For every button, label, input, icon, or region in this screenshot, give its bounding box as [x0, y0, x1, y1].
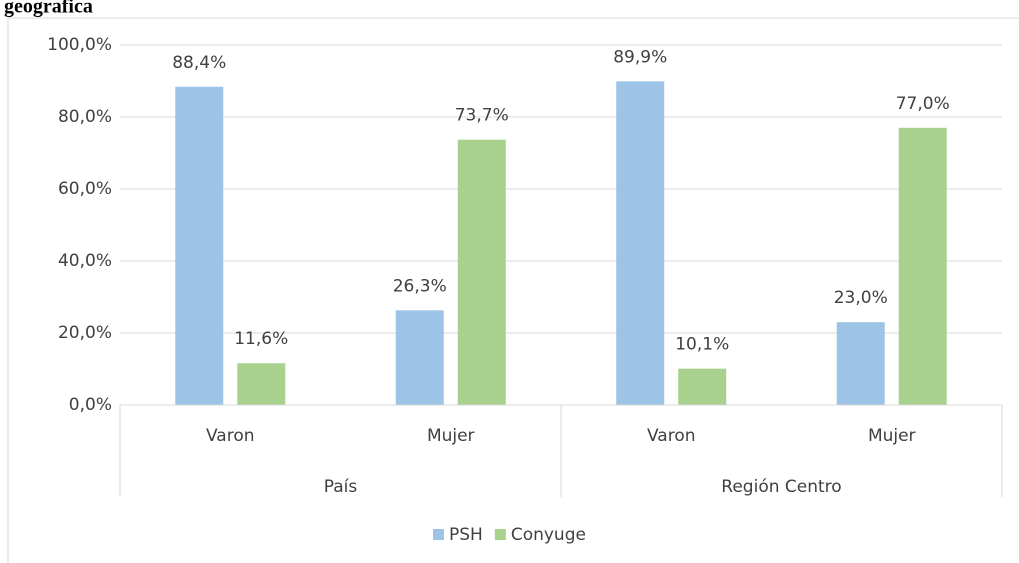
bar	[678, 368, 727, 405]
data-label: 23,0%	[834, 288, 888, 308]
y-tick-label: 40,0%	[58, 251, 112, 271]
y-tick-label: 20,0%	[58, 323, 112, 343]
legend-label: PSH	[449, 525, 483, 545]
legend-swatch	[433, 529, 444, 540]
group-label: Región Centro	[721, 477, 841, 497]
bar	[395, 310, 444, 405]
x-tick-label: Varon	[647, 426, 696, 446]
chart-frame	[7, 17, 1019, 563]
legend-label: Conyuge	[511, 525, 586, 545]
group-label: País	[324, 477, 358, 497]
chart-title: geografica	[4, 0, 93, 18]
data-label: 73,7%	[455, 106, 509, 126]
bar	[457, 139, 506, 405]
y-tick-label: 80,0%	[58, 107, 112, 127]
y-tick-label: 60,0%	[58, 179, 112, 199]
y-tick-label: 0,0%	[69, 395, 112, 415]
legend-swatch	[494, 529, 506, 540]
bar	[237, 363, 286, 405]
bar	[175, 86, 224, 405]
data-label: 11,6%	[234, 329, 288, 349]
y-tick-label: 100,0%	[47, 35, 112, 55]
x-tick-label: Mujer	[868, 426, 916, 446]
x-tick-label: Varon	[206, 426, 255, 446]
x-tick-label: Mujer	[427, 426, 475, 446]
data-label: 10,1%	[675, 335, 729, 355]
data-label: 77,0%	[896, 94, 950, 114]
data-label: 88,4%	[172, 53, 226, 73]
bar	[898, 127, 947, 406]
bar	[616, 81, 665, 406]
data-label: 26,3%	[393, 276, 447, 296]
data-label: 89,9%	[613, 47, 667, 67]
bar	[836, 322, 885, 405]
